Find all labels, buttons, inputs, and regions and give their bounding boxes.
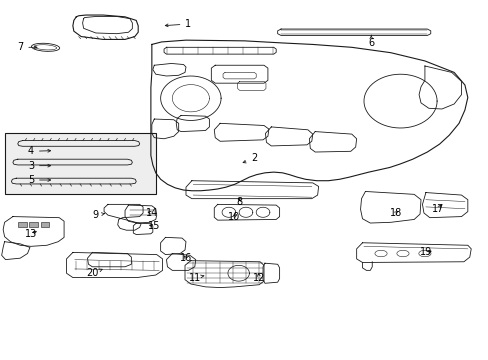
Text: 5: 5 [28, 175, 51, 185]
Text: 18: 18 [389, 208, 401, 218]
Text: 4: 4 [28, 146, 51, 156]
FancyBboxPatch shape [4, 134, 156, 194]
Text: 6: 6 [367, 35, 374, 48]
Text: 13: 13 [25, 229, 37, 239]
Text: 1: 1 [165, 19, 191, 29]
Text: 17: 17 [431, 204, 444, 214]
Text: 14: 14 [145, 208, 158, 218]
Text: 12: 12 [252, 273, 265, 283]
Text: 3: 3 [28, 161, 51, 171]
Text: 7: 7 [17, 42, 37, 52]
Text: 11: 11 [188, 273, 203, 283]
Text: 10: 10 [227, 212, 240, 221]
Bar [18, 222, 26, 227]
Text: 16: 16 [180, 253, 192, 263]
Text: 8: 8 [236, 197, 242, 207]
Text: 19: 19 [419, 247, 431, 257]
Text: 20: 20 [86, 268, 102, 278]
Text: 2: 2 [243, 153, 257, 163]
Text: 9: 9 [93, 210, 104, 220]
Text: 15: 15 [148, 221, 160, 231]
Bar [41, 222, 49, 227]
Bar [29, 222, 38, 227]
